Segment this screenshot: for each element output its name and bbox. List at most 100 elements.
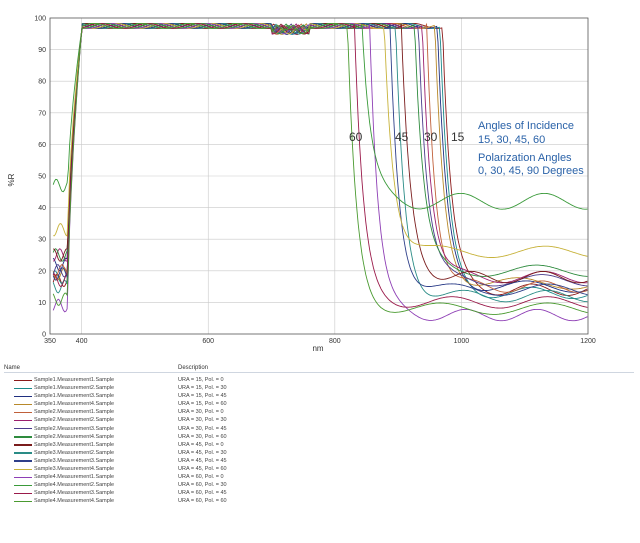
legend-swatch: [14, 387, 32, 389]
legend-swatch: [14, 500, 32, 503]
legend-header-description: Description: [178, 365, 209, 371]
y-tick-label: 90: [38, 47, 46, 54]
annotation-incidence-title: Angles of Incidence: [478, 120, 574, 132]
legend-row[interactable]: Sample4.Measurement1.Sample URA = 60, Pol…: [0, 473, 640, 481]
y-axis-label: %R: [7, 173, 16, 186]
legend-row[interactable]: Sample1.Measurement3.Sample URA = 15, Pol…: [0, 392, 640, 400]
legend-series-name: Sample1.Measurement2.Sample: [34, 385, 115, 392]
x-tick-label: 1200: [580, 338, 596, 345]
x-tick-label: 400: [76, 338, 88, 345]
y-tick-label: 10: [38, 300, 46, 307]
series-line: [52, 22, 588, 309]
angle-label-60: 60: [349, 130, 363, 144]
x-tick-label: 600: [202, 338, 214, 345]
y-tick-label: 40: [38, 205, 46, 212]
legend-series-description: URA = 15, Pol. = 30: [178, 385, 227, 392]
legend-row[interactable]: Sample4.Measurement4.Sample URA = 60, Pol…: [0, 497, 640, 505]
legend-row[interactable]: Sample4.Measurement2.Sample URA = 60, Pol…: [0, 481, 640, 489]
legend-series-name: Sample1.Measurement4.Sample: [34, 401, 115, 408]
x-tick-label: 1000: [454, 338, 470, 345]
legend-rows: Sample1.Measurement1.Sample URA = 15, Pol…: [0, 376, 640, 506]
legend-series-description: URA = 30, Pol. = 45: [178, 425, 227, 432]
y-tick-label: 50: [38, 174, 46, 181]
y-tick-label: 60: [38, 142, 46, 149]
legend-series-description: URA = 45, Pol. = 60: [178, 466, 227, 473]
legend-header: Name Description: [4, 363, 634, 373]
legend-series-description: URA = 60, Pol. = 0: [178, 474, 224, 481]
legend-series-description: URA = 15, Pol. = 60: [178, 401, 227, 408]
legend-row[interactable]: Sample3.Measurement4.Sample URA = 45, Pol…: [0, 465, 640, 473]
legend-series-description: URA = 60, Pol. = 45: [178, 490, 227, 497]
legend-series-name: Sample4.Measurement4.Sample: [34, 498, 115, 505]
series-line: [52, 22, 588, 315]
angle-label-15: 15: [451, 130, 465, 144]
legend-series-description: URA = 15, Pol. = 0: [178, 377, 224, 383]
legend-series-name: Sample3.Measurement1.Sample: [34, 441, 115, 448]
legend-swatch: [14, 411, 32, 414]
legend-series-name: Sample3.Measurement3.Sample: [34, 457, 115, 464]
legend-swatch: [14, 452, 32, 454]
legend-swatch: [14, 403, 32, 406]
legend-row[interactable]: Sample3.Measurement3.Sample URA = 45, Pol…: [0, 457, 640, 465]
plot-frame: [49, 17, 589, 335]
legend-series-description: URA = 45, Pol. = 30: [178, 449, 227, 456]
y-tick-label: 20: [38, 268, 46, 275]
legend-swatch: [14, 492, 32, 495]
x-tick-label: 350: [44, 338, 56, 345]
legend-series-name: Sample3.Measurement4.Sample: [34, 466, 115, 473]
legend-series-name: Sample1.Measurement1.Sample: [34, 377, 115, 383]
legend-swatch: [14, 395, 32, 398]
legend-swatch: [14, 476, 32, 479]
legend-header-name: Name: [4, 365, 21, 371]
y-tick-label: 0: [42, 332, 46, 339]
annotation-polarization-title: Polarization Angles: [478, 152, 572, 164]
legend-row[interactable]: Sample2.Measurement4.Sample URA = 30, Pol…: [0, 433, 640, 441]
legend-series-name: Sample2.Measurement1.Sample: [34, 409, 115, 416]
annotation-incidence-values: 15, 30, 45, 60: [478, 134, 545, 146]
legend-swatch: [14, 460, 32, 462]
legend-series-name: Sample3.Measurement2.Sample: [34, 449, 115, 456]
legend-series-name: Sample1.Measurement3.Sample: [34, 393, 115, 400]
x-axis-label: nm: [312, 344, 323, 353]
y-tick-label: 100: [34, 16, 46, 23]
chart-grid: [50, 18, 588, 334]
angle-label-30: 30: [424, 130, 438, 144]
legend-row[interactable]: Sample1.Measurement2.Sample URA = 15, Pol…: [0, 384, 640, 392]
legend-series-name: Sample2.Measurement4.Sample: [34, 433, 115, 440]
legend-series-description: URA = 30, Pol. = 0: [178, 409, 224, 416]
legend-swatch: [14, 379, 32, 381]
chart-series-layer: [52, 22, 588, 322]
legend-row[interactable]: Sample4.Measurement3.Sample URA = 60, Pol…: [0, 489, 640, 497]
legend-row[interactable]: Sample1.Measurement1.Sample URA = 15, Pol…: [0, 376, 640, 384]
legend-swatch: [14, 444, 32, 446]
legend-series-description: URA = 60, Pol. = 60: [178, 498, 227, 505]
annotation-polarization-values: 0, 30, 45, 90 Degrees: [478, 165, 584, 177]
legend-series-name: Sample4.Measurement2.Sample: [34, 482, 115, 489]
legend-swatch: [14, 436, 32, 438]
y-tick-label: 70: [38, 110, 46, 117]
y-tick-label: 80: [38, 79, 46, 86]
legend-series-name: Sample2.Measurement3.Sample: [34, 425, 115, 432]
legend-row[interactable]: Sample3.Measurement2.Sample URA = 45, Pol…: [0, 449, 640, 457]
legend-series-description: URA = 30, Pol. = 30: [178, 417, 227, 424]
legend-row[interactable]: Sample2.Measurement2.Sample URA = 30, Pol…: [0, 416, 640, 424]
legend-swatch: [14, 484, 32, 487]
legend-series-name: Sample4.Measurement3.Sample: [34, 490, 115, 497]
legend-series-description: URA = 45, Pol. = 45: [178, 457, 227, 464]
legend-swatch: [14, 468, 32, 470]
legend-row[interactable]: Sample1.Measurement4.Sample URA = 15, Pol…: [0, 400, 640, 408]
legend-table: Name Description Sample1.Measurement1.Sa…: [0, 361, 640, 543]
legend-row[interactable]: Sample3.Measurement1.Sample URA = 45, Pol…: [0, 441, 640, 449]
legend-series-name: Sample4.Measurement1.Sample: [34, 474, 115, 481]
legend-series-description: URA = 60, Pol. = 30: [178, 482, 227, 489]
legend-series-description: URA = 15, Pol. = 45: [178, 393, 227, 400]
chart-ticks: 350 400 600 800 1000 1200 0 10 20 30 40 50 60 70 80 90 1…: [34, 16, 596, 346]
legend-series-name: Sample2.Measurement2.Sample: [34, 417, 115, 424]
legend-series-description: URA = 30, Pol. = 60: [178, 433, 227, 440]
legend-row[interactable]: Sample2.Measurement1.Sample URA = 30, Pol…: [0, 408, 640, 416]
reflectance-chart: 350 400 600 800 1000 1200 0 10 20 30 40 50 60 70 80 90 1…: [7, 15, 596, 353]
angle-label-45: 45: [395, 130, 409, 144]
legend-series-description: URA = 45, Pol. = 0: [178, 441, 224, 448]
legend-swatch: [14, 428, 32, 430]
legend-row[interactable]: Sample2.Measurement3.Sample URA = 30, Pol…: [0, 425, 640, 433]
